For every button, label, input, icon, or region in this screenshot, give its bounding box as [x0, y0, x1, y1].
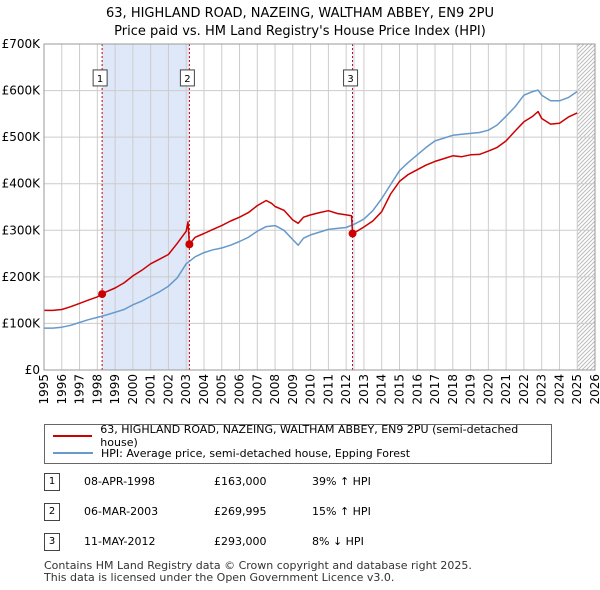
- x-tick-label: 2001: [144, 374, 158, 405]
- x-tick-label: 2007: [250, 374, 264, 405]
- x-tick-label: 2003: [179, 374, 193, 405]
- x-tick-label: 2005: [215, 374, 229, 405]
- legend-swatch-blue: [53, 452, 93, 454]
- legend: 63, HIGHLAND ROAD, NAZEING, WALTHAM ABBE…: [44, 423, 552, 464]
- x-tick-label: 1996: [55, 374, 69, 405]
- sale-number-badge: 2: [44, 503, 60, 521]
- x-tick-label: 2024: [552, 374, 566, 405]
- sale-point: [185, 240, 194, 249]
- shaded-band: [352, 44, 356, 370]
- legend-label-hpi: HPI: Average price, semi-detached house,…: [101, 446, 411, 460]
- x-tick-label: 2009: [286, 374, 300, 405]
- sale-point: [98, 290, 107, 299]
- x-tick-label: 1998: [90, 374, 104, 405]
- x-tick-label: 2011: [321, 374, 335, 405]
- x-tick-label: 2004: [197, 374, 211, 405]
- sale-box: [179, 69, 195, 87]
- x-tick-label: 2022: [517, 374, 531, 405]
- x-tick-label: 1995: [37, 374, 51, 405]
- sale-row: 3 11-MAY-2012 £293,000 8% ↓ HPI: [44, 533, 564, 553]
- sale-price: £269,995: [214, 505, 267, 518]
- legend-swatch-red: [53, 435, 93, 437]
- sale-box-label: 2: [184, 74, 190, 85]
- property-price-line: [44, 110, 578, 312]
- footer-copyright: Contains HM Land Registry data © Crown c…: [44, 559, 472, 572]
- legend-item-property: 63, HIGHLAND ROAD, NAZEING, WALTHAM ABBE…: [53, 423, 551, 449]
- x-tick-label: 2006: [233, 374, 247, 405]
- forecast-hatch: [577, 44, 595, 370]
- x-tick-label: 2025: [570, 374, 584, 405]
- sale-date: 11-MAY-2012: [84, 535, 156, 548]
- legend-item-hpi: HPI: Average price, semi-detached house,…: [53, 445, 410, 461]
- hpi-line: [44, 89, 578, 329]
- x-tick-label: 2021: [499, 374, 513, 405]
- y-tick-label: £700K: [2, 37, 42, 51]
- sale-number-badge: 1: [44, 473, 60, 491]
- footer: Contains HM Land Registry data © Crown c…: [44, 560, 472, 584]
- sale-box: [343, 69, 359, 87]
- sale-box-label: 3: [347, 74, 353, 85]
- legend-label-property: 63, HIGHLAND ROAD, NAZEING, WALTHAM ABBE…: [100, 423, 519, 449]
- x-tick-label: 2017: [428, 374, 442, 405]
- x-tick-label: 1999: [108, 374, 122, 405]
- shaded-band: [102, 44, 190, 370]
- x-tick-label: 1997: [73, 374, 87, 405]
- sale-row: 2 06-MAR-2003 £269,995 15% ↑ HPI: [44, 503, 564, 523]
- x-tick-label: 2014: [375, 374, 389, 405]
- x-tick-label: 2008: [268, 374, 282, 405]
- chart-title: 63, HIGHLAND ROAD, NAZEING, WALTHAM ABBE…: [106, 6, 494, 21]
- y-tick-label: £100K: [2, 316, 42, 330]
- sale-number-badge: 3: [44, 533, 60, 551]
- sale-hpi-diff: 39% ↑ HPI: [312, 475, 371, 488]
- x-tick-label: 2019: [464, 374, 478, 405]
- footer-licence: This data is licensed under the Open Gov…: [44, 571, 395, 584]
- x-tick-label: 2010: [304, 374, 318, 405]
- x-tick-label: 2018: [446, 374, 460, 405]
- sale-price: £293,000: [214, 535, 267, 548]
- sale-box-label: 1: [97, 74, 103, 85]
- sale-box: [92, 69, 108, 87]
- sale-row: 1 08-APR-1998 £163,000 39% ↑ HPI: [44, 473, 564, 493]
- x-tick-label: 2002: [161, 374, 175, 405]
- sale-date: 08-APR-1998: [84, 475, 156, 488]
- chart-subtitle: Price paid vs. HM Land Registry's House …: [114, 24, 486, 39]
- x-tick-label: 2016: [410, 374, 424, 405]
- x-tick-label: 2026: [588, 374, 600, 405]
- y-tick-label: £500K: [2, 130, 42, 144]
- x-tick-label: 2023: [535, 374, 549, 405]
- price-chart: £0 £100K £200K £300K £400K £500K £600K £700K 19…: [2, 37, 600, 405]
- sale-hpi-diff: 8% ↓ HPI: [312, 535, 364, 548]
- x-tick-label: 2013: [357, 374, 371, 405]
- x-tick-label: 2015: [392, 374, 406, 405]
- plot-frame: [43, 43, 596, 371]
- y-tick-label: £400K: [2, 177, 42, 191]
- x-tick-label: 2000: [126, 374, 140, 405]
- sale-price: £163,000: [214, 475, 267, 488]
- x-tick-label: 2020: [481, 374, 495, 405]
- sale-date: 06-MAR-2003: [84, 505, 159, 518]
- y-tick-label: £0: [25, 363, 40, 377]
- sale-hpi-diff: 15% ↑ HPI: [312, 505, 371, 518]
- x-tick-label: 2012: [339, 374, 353, 405]
- y-tick-label: £300K: [2, 223, 42, 237]
- sale-point: [348, 229, 357, 238]
- y-tick-label: £600K: [2, 84, 42, 98]
- y-tick-label: £200K: [2, 270, 42, 284]
